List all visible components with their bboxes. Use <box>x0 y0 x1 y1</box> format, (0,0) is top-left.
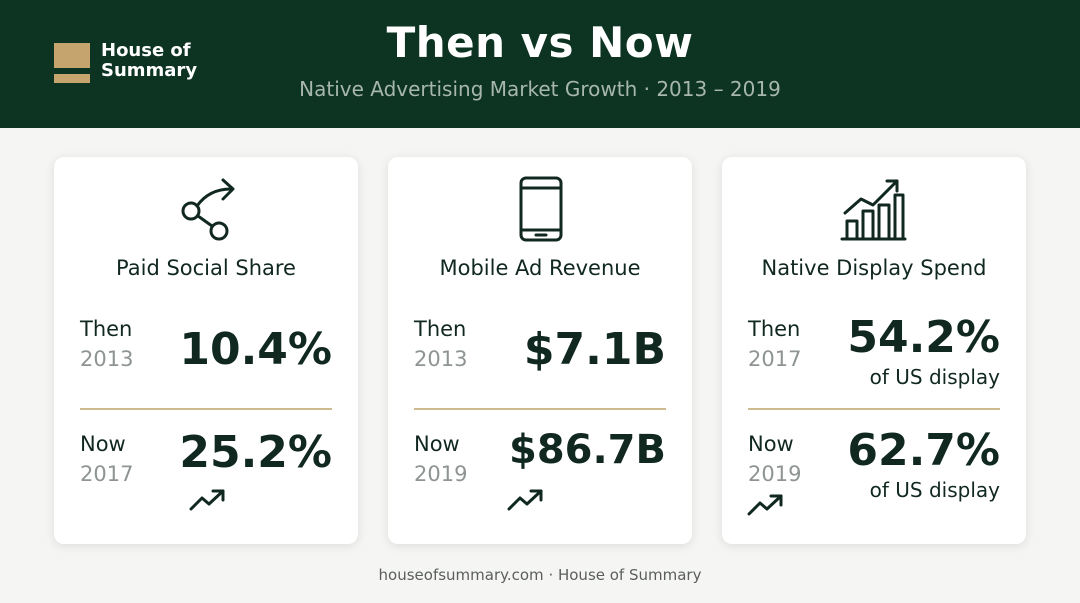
footer-credit[interactable]: houseofsummary.com · House of Summary <box>378 566 702 584</box>
bar-chart-growth-icon <box>840 179 907 241</box>
brand-name-line1: House of <box>101 40 191 61</box>
then-label: Then <box>80 317 133 341</box>
card-title: Mobile Ad Revenue <box>439 256 641 280</box>
page-subtitle: Native Advertising Market Growth · 2013 … <box>299 77 781 101</box>
card-mobile-ad-revenue: Mobile Ad Revenue Then 2013 $7.1B Now 20… <box>388 157 692 544</box>
now-value: $86.7B <box>508 427 666 473</box>
then-value: 10.4% <box>179 324 332 375</box>
then-year: 2013 <box>414 347 468 371</box>
trend-up-icon <box>189 489 225 511</box>
divider <box>748 408 1000 410</box>
card-title: Paid Social Share <box>116 256 296 280</box>
then-year: 2013 <box>80 347 134 371</box>
trend-up-icon <box>507 489 543 511</box>
header-banner: House of Summary Then vs Now Native Adve… <box>0 0 1080 128</box>
then-value: 54.2% <box>847 312 1000 363</box>
trend-up-icon <box>747 494 783 516</box>
then-label: Then <box>414 317 467 341</box>
brand-name-line2: Summary <box>101 60 198 81</box>
now-label: Now <box>80 432 126 456</box>
then-note: of US display <box>869 365 1000 389</box>
now-label: Now <box>748 432 794 456</box>
smartphone-icon <box>519 176 563 242</box>
now-value: 25.2% <box>179 427 332 478</box>
now-label: Now <box>414 432 460 456</box>
now-year: 2019 <box>414 462 468 486</box>
now-year: 2019 <box>748 462 802 486</box>
share-icon <box>181 178 235 241</box>
then-value: $7.1B <box>523 324 666 375</box>
card-paid-social-share: Paid Social Share Then 2013 10.4% Now 20… <box>54 157 358 544</box>
then-year: 2017 <box>748 347 802 371</box>
brand-name: House of Summary <box>101 41 221 81</box>
now-year: 2017 <box>80 462 134 486</box>
card-native-display-spend: Native Display Spend Then 2017 54.2% of … <box>722 157 1026 544</box>
then-label: Then <box>748 317 801 341</box>
now-note: of US display <box>869 478 1000 502</box>
card-title: Native Display Spend <box>761 256 987 280</box>
now-value: 62.7% <box>847 425 1000 476</box>
divider <box>414 408 666 410</box>
logo-mark-icon <box>54 43 90 83</box>
page-title: Then vs Now <box>386 18 694 67</box>
divider <box>80 408 332 410</box>
